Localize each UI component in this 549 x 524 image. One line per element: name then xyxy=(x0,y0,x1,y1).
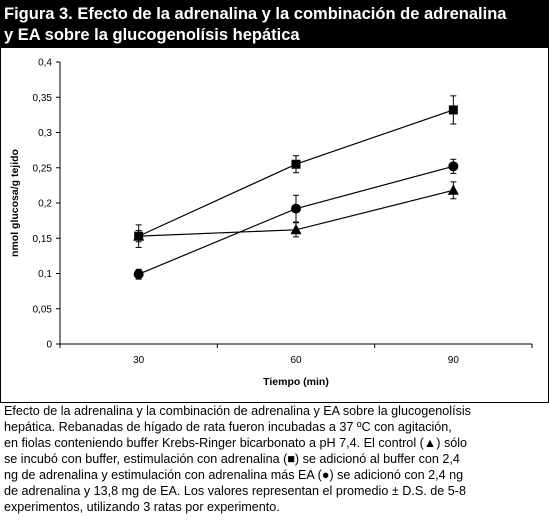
y-tick-label: 0 xyxy=(46,340,52,351)
caption-line: hepática. Rebanadas de hígado de rata fu… xyxy=(4,420,452,434)
y-tick-label: 0,05 xyxy=(33,304,53,315)
y-tick-label: 0,2 xyxy=(38,199,52,210)
chart-axes: 0 0,05 0,1 0,15 0,2 0,25 0,3 0,35 0,4 30 60 90 xyxy=(33,58,533,366)
chart-series xyxy=(133,95,459,280)
y-tick-label: 0,4 xyxy=(38,58,52,69)
x-axis-label: Tiempo (min) xyxy=(263,376,329,388)
data-point-square xyxy=(291,159,301,169)
line-chart: 0 0,05 0,1 0,15 0,2 0,25 0,3 0,35 0,4 30 60 90 nmol… xyxy=(9,58,533,388)
data-point-triangle xyxy=(133,230,145,241)
data-point-square xyxy=(448,105,458,115)
caption-line: ng de adrenalina y estimulación con adre… xyxy=(4,468,464,482)
y-tick-label: 0,15 xyxy=(33,234,53,245)
x-tick-label: 30 xyxy=(133,355,145,366)
y-tick-label: 0,35 xyxy=(33,93,53,104)
figure-title-line-1: Figura 3. Efecto de la adrenalina y la c… xyxy=(4,5,507,23)
y-tick-label: 0,25 xyxy=(33,163,53,174)
figure-frame xyxy=(0,0,549,403)
figure-caption: Efecto de la adrenalina y la combinación… xyxy=(4,403,546,515)
caption-line: experimentos, utilizando 3 ratas por exp… xyxy=(4,500,280,514)
caption-line: en fiolas conteniendo buffer Krebs-Ringe… xyxy=(4,436,468,450)
caption-line: se incubó con buffer, estimulación con a… xyxy=(4,452,460,466)
y-tick-label: 0,1 xyxy=(38,269,52,280)
data-point-triangle xyxy=(447,184,459,195)
caption-line: Efecto de la adrenalina y la combinación… xyxy=(4,404,471,418)
series-circle xyxy=(133,158,459,280)
data-point-circle xyxy=(133,269,144,280)
series-triangle xyxy=(133,181,459,243)
caption-line: de adrenalina y 13,8 mg de EA. Los valor… xyxy=(4,484,466,498)
y-tick-label: 0,3 xyxy=(38,128,52,139)
x-tick-label: 90 xyxy=(448,355,460,366)
y-axis-label: nmol glucosa/g tejido xyxy=(9,149,21,257)
figure-title: Figura 3. Efecto de la adrenalina y la c… xyxy=(0,0,549,48)
data-point-triangle xyxy=(290,223,302,235)
data-point-circle xyxy=(291,203,301,214)
data-point-circle xyxy=(448,161,459,172)
x-tick-label: 60 xyxy=(290,355,302,366)
figure-title-line-2: y EA sobre la glucogenolísis hepática xyxy=(4,26,300,44)
